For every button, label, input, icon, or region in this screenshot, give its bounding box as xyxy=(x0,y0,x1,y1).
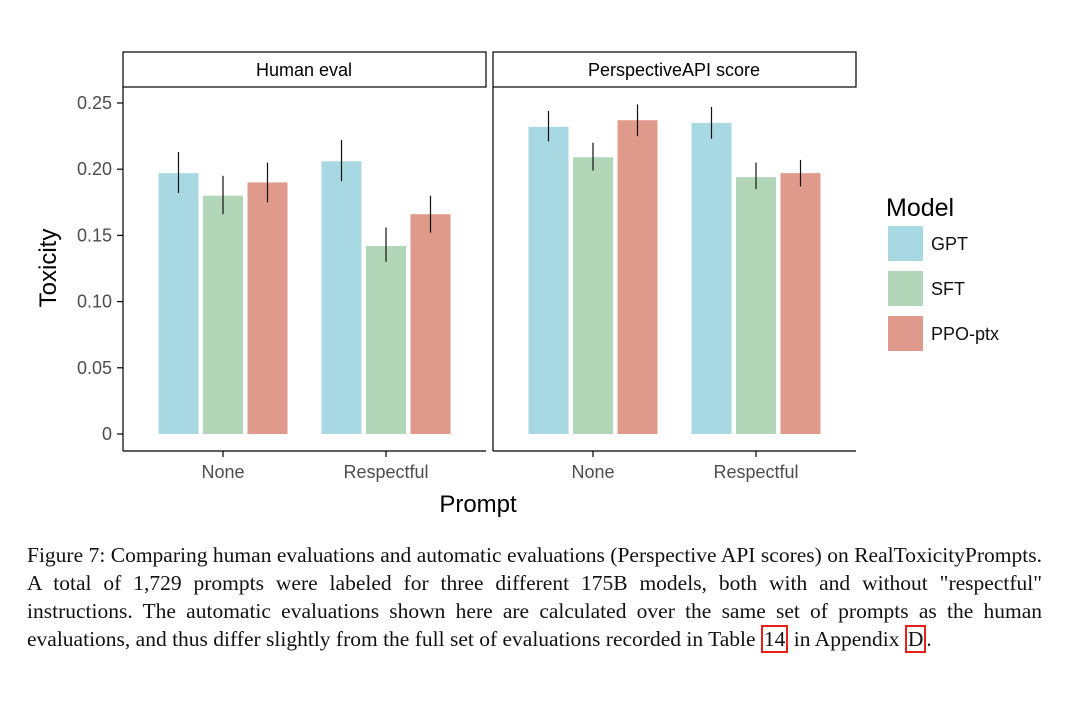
bar-human-eval-respectful-ppo-ptx xyxy=(410,214,451,434)
legend-swatch-gpt xyxy=(888,226,923,261)
legend-title: Model xyxy=(886,194,954,222)
y-axis-label: Toxicity xyxy=(35,229,62,308)
toxicity-bar-chart: Human eval None Respectful PerspectiveAPI… xyxy=(35,51,999,518)
bar-human-eval-none-gpt xyxy=(158,173,199,434)
bar-human-eval-none-sft xyxy=(203,195,243,434)
facet-title-human-eval: Human eval xyxy=(256,60,352,80)
legend: Model GPT SFT PPO-ptx xyxy=(886,194,999,351)
y-tick-label: 0.15 xyxy=(77,225,112,245)
y-tick-label: 0.25 xyxy=(77,93,112,113)
facet-perspectiveapi-score: PerspectiveAPI score None Respectful xyxy=(492,51,857,482)
legend-swatch-ppo-ptx xyxy=(888,316,923,351)
caption-text-middle: in Appendix xyxy=(788,627,905,651)
x-axis-label: Prompt xyxy=(439,491,517,518)
facet-human-eval: Human eval None Respectful xyxy=(122,51,487,482)
bar-perspectiveapi-none-ppo-ptx xyxy=(617,120,658,434)
legend-swatch-sft xyxy=(888,271,923,306)
bar-perspectiveapi-none-sft xyxy=(573,157,613,434)
bar-human-eval-respectful-gpt xyxy=(321,161,362,435)
y-tick-label: 0.20 xyxy=(77,159,112,179)
figure-caption: Figure 7: Comparing human evaluations an… xyxy=(27,541,1042,653)
x-tick-label-none: None xyxy=(201,462,244,482)
x-tick-label-respectful: Respectful xyxy=(343,462,428,482)
legend-label-gpt: GPT xyxy=(931,234,968,254)
x-tick-label-respectful: Respectful xyxy=(713,462,798,482)
facet-title-perspectiveapi-score: PerspectiveAPI score xyxy=(588,60,760,80)
y-tick-label: 0.05 xyxy=(77,358,112,378)
y-ticks: 0 0.05 0.10 0.15 0.20 0.25 xyxy=(77,93,123,444)
appendix-ref-link[interactable]: D xyxy=(904,625,927,653)
legend-label-ppo-ptx: PPO-ptx xyxy=(931,324,999,344)
bar-human-eval-respectful-sft xyxy=(366,245,406,434)
facet-strip-human-eval xyxy=(122,51,487,88)
y-tick-label: 0 xyxy=(102,424,112,444)
bar-perspectiveapi-respectful-sft xyxy=(736,177,776,435)
x-tick-label-none: None xyxy=(571,462,614,482)
table-ref-link[interactable]: 14 xyxy=(760,625,789,653)
caption-text: Figure 7: Comparing human evaluations an… xyxy=(27,543,1042,651)
facet-strip-perspectiveapi-score xyxy=(492,51,857,88)
bar-perspectiveapi-respectful-ppo-ptx xyxy=(780,173,821,434)
legend-label-sft: SFT xyxy=(931,279,965,299)
bar-perspectiveapi-respectful-gpt xyxy=(691,122,732,435)
bar-perspectiveapi-none-gpt xyxy=(528,126,569,434)
bar-human-eval-none-ppo-ptx xyxy=(247,182,288,434)
caption-text-end: . xyxy=(926,627,932,651)
y-tick-label: 0.10 xyxy=(77,292,112,312)
